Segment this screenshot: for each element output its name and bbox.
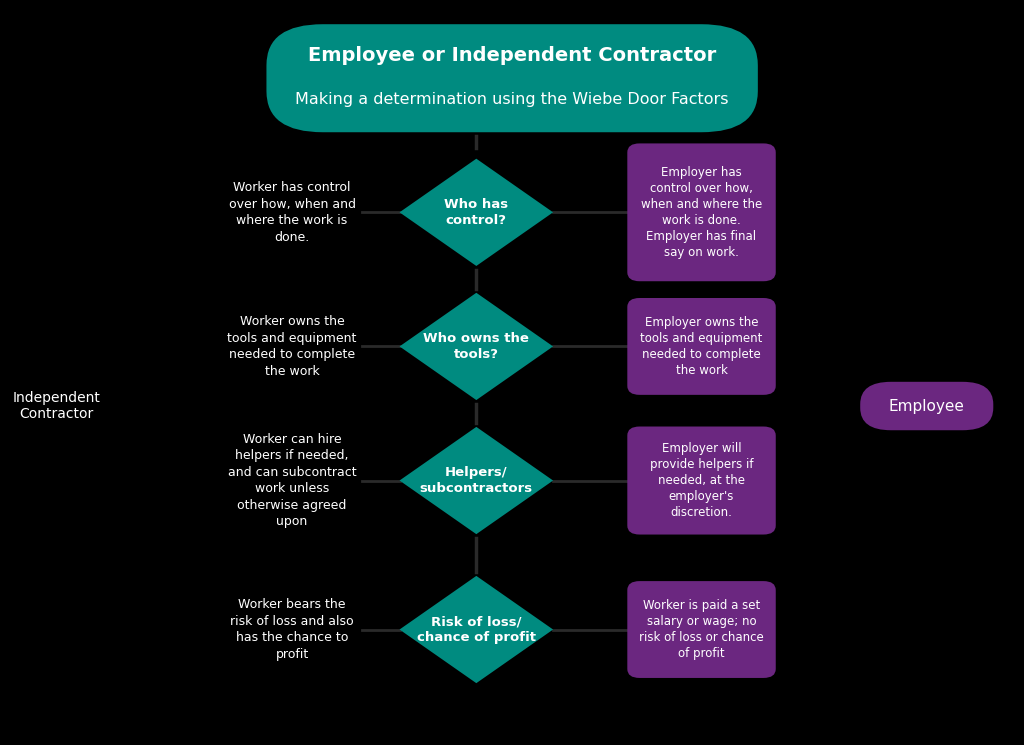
Polygon shape xyxy=(399,427,553,534)
Text: Helpers/
subcontractors: Helpers/ subcontractors xyxy=(420,466,532,495)
Text: Employer will
provide helpers if
needed, at the
employer's
discretion.: Employer will provide helpers if needed,… xyxy=(650,442,754,519)
Text: Employee: Employee xyxy=(889,399,965,413)
Text: Independent
Contractor: Independent Contractor xyxy=(12,391,100,421)
Text: Employee or Independent Contractor: Employee or Independent Contractor xyxy=(308,46,716,66)
Text: Risk of loss/
chance of profit: Risk of loss/ chance of profit xyxy=(417,615,536,644)
Text: Making a determination using the Wiebe Door Factors: Making a determination using the Wiebe D… xyxy=(295,92,729,107)
Text: Worker has control
over how, when and
where the work is
done.: Worker has control over how, when and wh… xyxy=(228,181,355,244)
FancyBboxPatch shape xyxy=(860,382,993,431)
Text: Worker bears the
risk of loss and also
has the chance to
profit: Worker bears the risk of loss and also h… xyxy=(230,598,354,661)
Text: Employer owns the
tools and equipment
needed to complete
the work: Employer owns the tools and equipment ne… xyxy=(640,316,763,377)
Text: Who owns the
tools?: Who owns the tools? xyxy=(423,332,529,361)
FancyBboxPatch shape xyxy=(628,581,776,678)
Text: Employer has
control over how,
when and where the
work is done.
Employer has fin: Employer has control over how, when and … xyxy=(641,166,762,259)
Polygon shape xyxy=(399,576,553,683)
FancyBboxPatch shape xyxy=(266,25,758,133)
Text: Worker owns the
tools and equipment
needed to complete
the work: Worker owns the tools and equipment need… xyxy=(227,315,356,378)
Text: Who has
control?: Who has control? xyxy=(444,198,508,226)
FancyBboxPatch shape xyxy=(628,298,776,395)
Polygon shape xyxy=(399,159,553,266)
FancyBboxPatch shape xyxy=(628,144,776,282)
Text: Worker can hire
helpers if needed,
and can subcontract
work unless
otherwise agr: Worker can hire helpers if needed, and c… xyxy=(227,433,356,528)
Text: Worker is paid a set
salary or wage; no
risk of loss or chance
of profit: Worker is paid a set salary or wage; no … xyxy=(639,599,764,660)
Polygon shape xyxy=(399,293,553,400)
FancyBboxPatch shape xyxy=(628,426,776,535)
